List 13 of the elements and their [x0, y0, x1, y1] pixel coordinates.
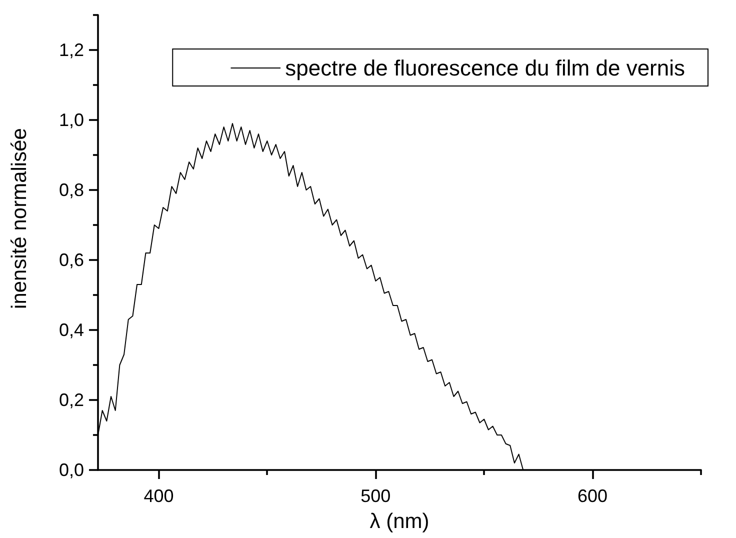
y-tick-label: 0,4 — [58, 320, 84, 340]
x-tick-label: 400 — [144, 486, 174, 506]
y-tick-label: 0,8 — [58, 180, 84, 200]
y-tick-label: 0,2 — [58, 390, 84, 410]
x-axis-title: λ (nm) — [370, 510, 430, 533]
x-tick-label: 600 — [578, 486, 608, 506]
x-tick-label: 500 — [360, 486, 391, 506]
y-tick-label: 0,6 — [58, 250, 84, 270]
y-tick-label: 1,2 — [58, 40, 84, 60]
y-axis-title: inensité normalisée — [8, 128, 31, 309]
legend-label: spectre de fluorescence du film de vernis — [285, 56, 686, 80]
y-tick-label: 0,0 — [58, 460, 84, 480]
y-tick-label: 1,0 — [58, 110, 84, 130]
